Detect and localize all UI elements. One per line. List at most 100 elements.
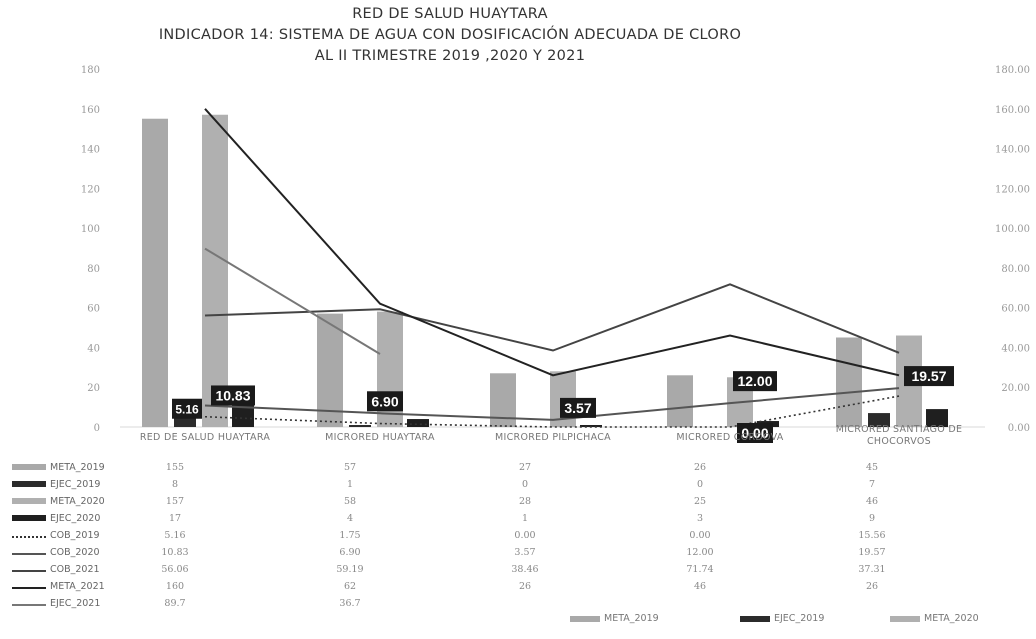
table-cell: 71.74 [686,564,714,575]
table-cell: 0 [696,479,704,490]
table-series-name: META_2021 [50,581,105,592]
table-row: META_2021 160 62 26 46 26 [0,580,1036,596]
table-series-name: COB_2021 [50,564,100,575]
legend-key [12,481,46,487]
table-cell: 46 [865,496,879,507]
y-left-tick-label: 60 [87,304,100,315]
table-cell: 0.00 [689,530,711,541]
table-cell: 4 [346,513,354,524]
table-row: COB_2021 56.06 59.19 38.46 71.74 37.31 [0,563,1036,579]
table-cell: 160 [165,581,185,592]
legend-key [12,570,46,572]
y-left-tick-label: 120 [81,184,100,195]
y-left-tick-label: 180 [81,65,100,76]
legend-key [12,604,46,606]
data-label-box [737,423,773,443]
legend-key [740,615,770,622]
bar-meta-2019 [142,118,168,427]
legend-key [12,515,46,521]
y-left-tick-label: 140 [81,145,100,156]
table-cell: 17 [168,513,182,524]
combo-chart: 0 20 40 60 80 100 120 140 160 180 0.00 20.00 40.00 60… [81,65,1030,447]
data-label-box [367,391,403,412]
line-cob-2020 [204,387,900,421]
chart-subtitle-line-1: INDICADOR 14: SISTEMA DE AGUA CON DOSIFI… [158,27,742,43]
table-row: EJEC_2021 89.7 36.7 [0,597,1036,613]
data-label: 3.57 [564,400,591,416]
chart-title-block: RED DE SALUD HUAYTARA INDICADOR 14: SIST… [0,4,900,67]
table-cell: 3 [696,513,704,524]
table-cell: 27 [518,462,532,473]
table-cell: 5.16 [164,530,186,541]
data-label-box [560,397,596,418]
y-right-tick-label: 120.00 [995,184,1030,195]
table-cell: 56.06 [161,564,189,575]
table-cell: 59.19 [336,564,364,575]
table-series-name: META_2019 [50,462,105,473]
y-left-tick-label: 40 [87,343,100,354]
legend-item: META_2020 [890,612,979,626]
table-row: META_2019 155 57 27 26 45 [0,461,1036,477]
table-row: META_2020 157 58 28 25 46 [0,495,1036,511]
y-right-tick-label: 160.00 [995,105,1030,116]
y-right-tick-label: 0.00 [1008,423,1030,434]
legend-key [12,536,46,538]
bottom-legend: META_2019 EJEC_2019 META_2020 [0,612,1036,628]
bar-ejec-2020 [580,425,602,427]
x-category-label: MICRORED SANTIAGO DE CHOCORVOS [836,424,963,447]
table-row: EJEC_2019 8 1 0 0 7 [0,478,1036,494]
line-ejec-2021 [204,247,381,355]
bar-meta-2019 [667,375,693,427]
data-label: 5.16 [175,403,199,417]
table-cell: 46 [693,581,707,592]
data-label: 6.90 [371,393,398,409]
legend-label: META_2020 [924,613,979,624]
legend-key [12,553,46,555]
data-label: 10.83 [215,387,250,403]
table-cell: 10.83 [161,547,189,558]
bar-meta-2019 [317,313,343,427]
y-right-tick-label: 180.00 [995,65,1030,76]
y-right-tick-label: 140.00 [995,145,1030,156]
x-category-label: MICRORED CORDOVA [676,432,783,443]
line-meta-2021 [204,108,900,377]
y-left-tick-label: 0 [94,423,100,434]
table-cell: 1.75 [339,530,361,541]
legend-key [890,615,920,622]
table-cell: 0.00 [514,530,536,541]
table-cell: 57 [343,462,357,473]
bar-ejec-2020 [407,419,429,427]
y-left-tick-label: 100 [81,224,100,235]
legend-key [12,464,46,470]
x-category-label: RED DE SALUD HUAYTARA [140,432,271,443]
table-cell: 36.7 [339,598,361,609]
table-cell: 7 [868,479,876,490]
y-left-tick-label: 160 [81,105,100,116]
y-right-tick-label: 60.00 [1001,304,1030,315]
y-right-tick-label: 100.00 [995,224,1030,235]
table-series-name: EJEC_2021 [50,598,101,609]
table-series-name: META_2020 [50,496,105,507]
y-right-tick-label: 80.00 [1001,264,1030,275]
bar-ejec-2019 [868,413,890,427]
table-cell: 6.90 [339,547,361,558]
y-left-tick-label: 20 [87,383,100,394]
table-cell: 0 [521,479,529,490]
table-cell: 8 [171,479,179,490]
data-label: 12.00 [737,373,772,389]
table-row: COB_2019 5.16 1.75 0.00 0.00 15.56 [0,529,1036,545]
table-series-name: EJEC_2019 [50,479,101,490]
data-label-box [733,371,777,392]
bar-ejec-2019 [349,425,371,427]
chart-title: RED DE SALUD HUAYTARA [352,6,548,22]
bar-ejec-2020 [926,409,948,427]
table-cell: 37.31 [858,564,886,575]
table-cell: 15.56 [858,530,886,541]
table-cell: 26 [865,581,879,592]
table-series-name: COB_2019 [50,530,100,541]
table-cell: 155 [165,462,185,473]
table-cell: 19.57 [858,547,886,558]
table-cell: 157 [165,496,185,507]
table-cell: 26 [693,462,707,473]
table-row: EJEC_2020 17 4 1 3 9 [0,512,1036,528]
